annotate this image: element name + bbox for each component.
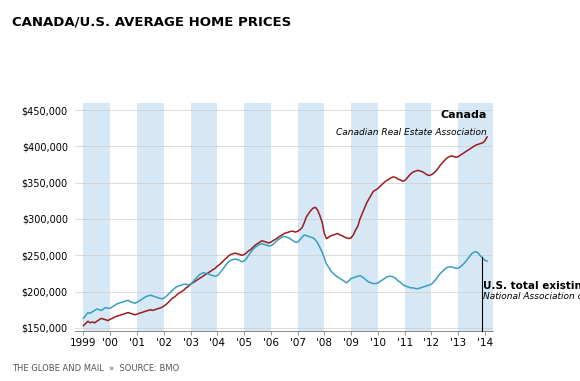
- Text: National Association of Realtors: National Association of Realtors: [483, 291, 580, 301]
- Text: Canadian Real Estate Association: Canadian Real Estate Association: [336, 128, 487, 137]
- Bar: [405, 103, 432, 331]
- Bar: [137, 103, 164, 331]
- Bar: [84, 103, 110, 331]
- Bar: [298, 103, 324, 331]
- Bar: [351, 103, 378, 331]
- Bar: [458, 103, 493, 331]
- Text: THE GLOBE AND MAIL  »  SOURCE: BMO: THE GLOBE AND MAIL » SOURCE: BMO: [12, 364, 179, 373]
- Text: CANADA/U.S. AVERAGE HOME PRICES: CANADA/U.S. AVERAGE HOME PRICES: [12, 15, 291, 28]
- Bar: [244, 103, 271, 331]
- Text: Canada: Canada: [440, 110, 487, 120]
- Text: U.S. total existing homes: U.S. total existing homes: [483, 281, 580, 291]
- Bar: [190, 103, 218, 331]
